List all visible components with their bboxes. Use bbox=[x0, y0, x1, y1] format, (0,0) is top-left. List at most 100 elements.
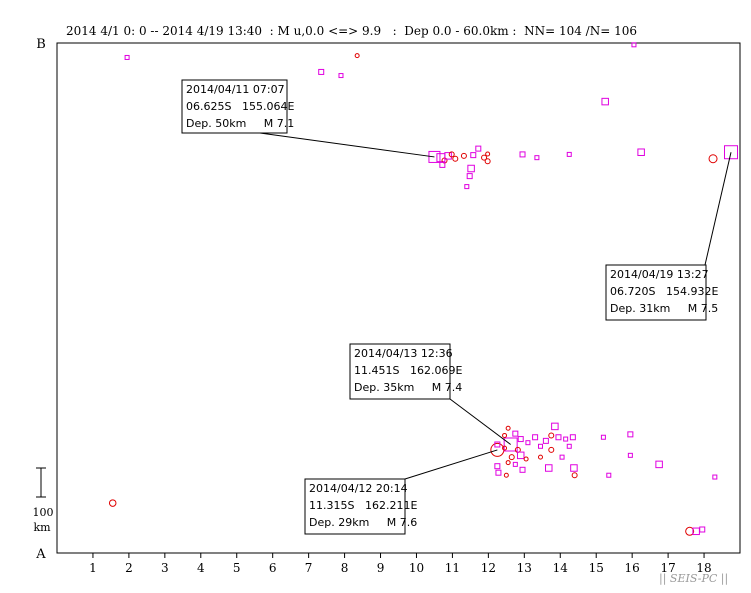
quake-marker-square bbox=[566, 443, 572, 449]
quake-marker-square bbox=[627, 452, 633, 458]
x-tick-label: 18 bbox=[696, 561, 711, 575]
quake-marker-circle bbox=[537, 454, 543, 460]
x-tick-label: 3 bbox=[161, 561, 169, 575]
x-tick-label: 4 bbox=[197, 561, 205, 575]
quake-marker-square bbox=[436, 153, 446, 163]
x-tick-label: 13 bbox=[517, 561, 532, 575]
quake-marker-square bbox=[537, 443, 543, 449]
callout-leader bbox=[404, 449, 498, 480]
callout-text: 11.315S 162.211E bbox=[309, 499, 417, 512]
callout-box bbox=[304, 478, 406, 535]
quake-marker-square bbox=[600, 434, 606, 440]
quake-marker-square bbox=[631, 42, 637, 48]
quake-marker-square bbox=[495, 469, 502, 476]
quake-marker-square bbox=[655, 460, 663, 469]
callout-box bbox=[605, 264, 707, 321]
quake-marker-square bbox=[517, 436, 524, 443]
quake-marker-circle bbox=[452, 155, 459, 162]
quake-marker-square bbox=[124, 54, 130, 60]
quake-marker-circle bbox=[571, 472, 578, 479]
plot-frame bbox=[56, 42, 741, 554]
quake-marker-square bbox=[467, 164, 475, 173]
quake-marker-square bbox=[503, 437, 518, 452]
callout-leader bbox=[704, 152, 732, 266]
x-tick-label: 6 bbox=[269, 561, 277, 575]
x-tick-label: 11 bbox=[445, 561, 460, 575]
quake-marker-circle bbox=[685, 526, 695, 536]
quake-marker-circle bbox=[708, 154, 718, 164]
callout-box bbox=[349, 343, 451, 400]
quake-marker-circle bbox=[484, 158, 491, 165]
x-tick-label: 15 bbox=[589, 561, 604, 575]
x-tick-label: 2 bbox=[125, 561, 133, 575]
quake-marker-square bbox=[444, 152, 452, 160]
quake-marker-circle bbox=[508, 454, 515, 461]
quake-marker-square bbox=[627, 431, 634, 438]
callout-text: Dep. 31km M 7.5 bbox=[610, 302, 718, 315]
quake-marker-circle bbox=[460, 152, 467, 159]
quake-marker-circle bbox=[505, 460, 511, 466]
callout-text: 2014/04/19 13:27 bbox=[610, 268, 709, 281]
quake-marker-square bbox=[338, 73, 344, 79]
quake-marker-circle bbox=[502, 432, 508, 438]
x-tick-label: 7 bbox=[305, 561, 313, 575]
quake-marker-square bbox=[519, 466, 526, 473]
chart-header: 2014 4/1 0: 0 -- 2014 4/19 13:40 : M u,0… bbox=[66, 24, 637, 38]
quake-marker-square bbox=[545, 464, 553, 472]
quake-marker-circle bbox=[503, 472, 509, 478]
quake-marker-square bbox=[712, 474, 718, 480]
quake-marker-circle bbox=[505, 425, 511, 431]
x-tick-label: 9 bbox=[377, 561, 385, 575]
x-tick-label: 1 bbox=[89, 561, 97, 575]
quake-marker-square bbox=[516, 451, 525, 460]
quake-marker-square bbox=[525, 440, 531, 446]
quake-marker-square bbox=[570, 464, 578, 472]
quake-marker-square bbox=[601, 97, 609, 106]
quake-marker-square bbox=[512, 430, 519, 437]
quake-marker-circle bbox=[548, 432, 555, 439]
quake-marker-square bbox=[475, 145, 482, 152]
quake-marker-circle bbox=[354, 53, 360, 59]
callout-text: 2014/04/11 07:07 bbox=[186, 83, 285, 96]
quake-marker-square bbox=[519, 151, 526, 158]
scale-bar-unit: km bbox=[33, 521, 51, 534]
section-end-label-a: A bbox=[35, 547, 46, 562]
x-tick-label: 8 bbox=[341, 561, 349, 575]
callout-text: Dep. 35km M 7.4 bbox=[354, 381, 462, 394]
quake-marker-square bbox=[699, 526, 706, 533]
quake-marker-square bbox=[428, 150, 441, 163]
section-end-label-b: B bbox=[36, 37, 46, 52]
brand-label: || SEIS-PC || bbox=[659, 572, 729, 585]
quake-marker-circle bbox=[485, 151, 491, 157]
x-tick-label: 10 bbox=[409, 561, 424, 575]
callout-leader bbox=[449, 398, 511, 445]
quake-marker-square bbox=[566, 151, 572, 157]
quake-marker-circle bbox=[502, 445, 508, 451]
quake-marker-square bbox=[534, 155, 540, 161]
quake-marker-square bbox=[563, 436, 569, 442]
quake-marker-square bbox=[466, 173, 473, 180]
callout-leader bbox=[259, 132, 435, 158]
quake-marker-square bbox=[606, 472, 612, 478]
callout-text: 06.720S 154.932E bbox=[610, 285, 718, 298]
x-tick-label: 16 bbox=[625, 561, 640, 575]
quake-marker-square bbox=[318, 68, 325, 75]
callout-box bbox=[181, 79, 288, 134]
x-tick-label: 14 bbox=[553, 561, 569, 575]
quake-marker-square bbox=[724, 145, 739, 160]
quake-marker-circle bbox=[523, 456, 529, 462]
quake-marker-square bbox=[470, 152, 477, 159]
callout-text: 2014/04/12 20:14 bbox=[309, 482, 408, 495]
scale-bar-value: 100 bbox=[33, 506, 54, 519]
quake-marker-square bbox=[637, 148, 645, 156]
x-tick-label: 5 bbox=[233, 561, 241, 575]
quake-marker-square bbox=[512, 461, 518, 467]
x-tick-label: 12 bbox=[481, 561, 496, 575]
quake-marker-square bbox=[494, 441, 501, 448]
quake-marker-square bbox=[551, 422, 559, 431]
quake-marker-square bbox=[464, 184, 470, 190]
callout-text: 11.451S 162.069E bbox=[354, 364, 462, 377]
callout-text: 06.625S 155.064E bbox=[186, 100, 294, 113]
quake-marker-circle bbox=[481, 154, 488, 161]
